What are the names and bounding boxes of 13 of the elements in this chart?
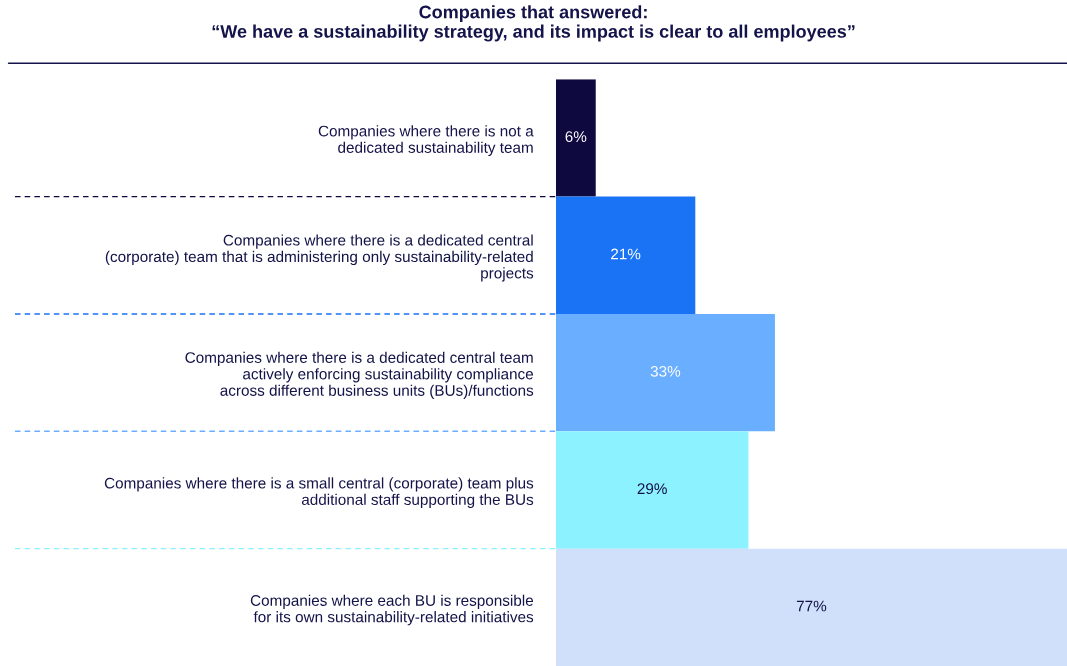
- data-label: 77%: [796, 600, 827, 612]
- chart-title: Companies that answered: “We have a sustainability strategy, and its impact is clear to all employees”: [212, 5, 855, 42]
- y-tick-label: Companies where there is a dedicated central team actively enforcing sustainability compliance across different business units (BUs)/functions: [185, 351, 534, 399]
- data-label: 21%: [611, 248, 641, 260]
- bar: [555, 548, 1067, 666]
- y-tick-label: Companies where there is not a dedicated sustainability team: [318, 125, 534, 156]
- data-label: 6%: [565, 131, 587, 143]
- bar: [555, 313, 775, 432]
- y-tick-label: Companies where each BU is responsible for its own sustainability-related initiatives: [250, 594, 534, 626]
- data-label: 29%: [637, 483, 667, 495]
- data-label: 33%: [650, 365, 681, 377]
- y-tick-label: Companies where there is a small central (corporate) team plus additional staff supporting the BUs: [104, 477, 534, 509]
- y-tick-label: Companies where there is a dedicated central (corporate) team that is administering only sustainability-related projects: [105, 234, 534, 282]
